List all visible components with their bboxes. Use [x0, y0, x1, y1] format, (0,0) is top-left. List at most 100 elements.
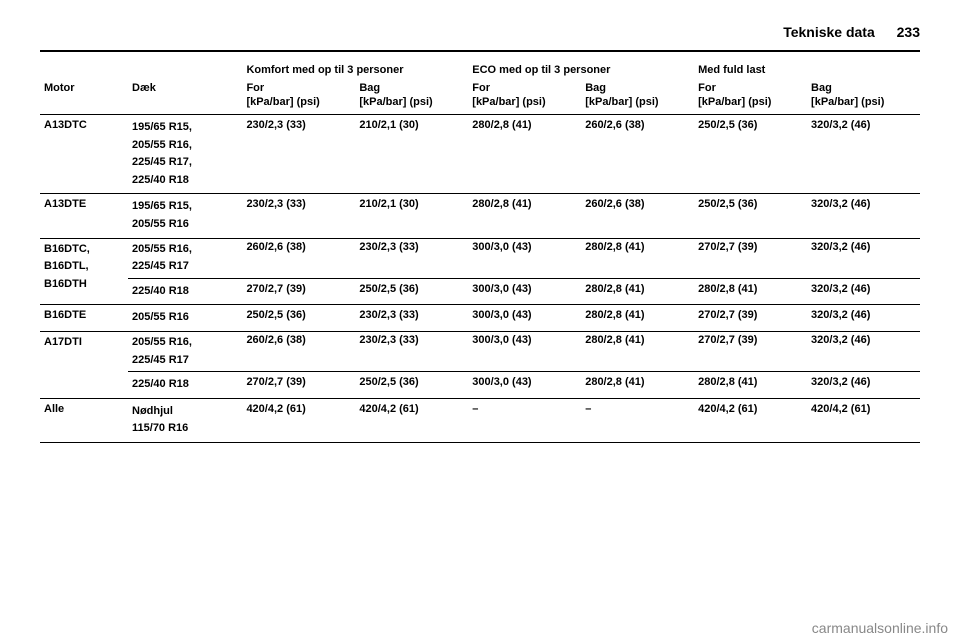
- motor-cell: A13DTC: [40, 115, 128, 194]
- tyre-line: 115/70 R16: [132, 420, 238, 438]
- value-cell: 280/2,8 (41): [581, 372, 694, 399]
- tyre-cell: Nødhjul115/70 R16: [128, 398, 242, 442]
- tyre-cell: 205/55 R16: [128, 305, 242, 332]
- value-cell: 250/2,5 (36): [694, 194, 807, 238]
- value-cell: 230/2,3 (33): [355, 238, 468, 278]
- table-row: A13DTC195/65 R15,205/55 R16,225/45 R17,2…: [40, 115, 920, 194]
- value-cell: 280/2,8 (41): [581, 278, 694, 305]
- value-cell: 280/2,8 (41): [581, 238, 694, 278]
- header-rule: [40, 50, 920, 52]
- table-row: A17DTI205/55 R16,225/45 R17260/2,6 (38)2…: [40, 331, 920, 371]
- tyre-cell: 225/40 R18: [128, 372, 242, 399]
- motor-cell: Alle: [40, 398, 128, 442]
- motor-line: A17DTI: [44, 334, 124, 352]
- value-cell: 420/4,2 (61): [694, 398, 807, 442]
- page-header: Tekniske data 233: [40, 24, 920, 40]
- col-motor: Motor: [40, 78, 128, 96]
- tyre-cell: 205/55 R16,225/45 R17: [128, 331, 242, 371]
- group-header-row: Komfort med op til 3 personer ECO med op…: [40, 58, 920, 78]
- tyre-line: Nødhjul: [132, 403, 238, 421]
- table-row: B16DTC,B16DTL,B16DTH205/55 R16,225/45 R1…: [40, 238, 920, 278]
- group-komfort: Komfort med op til 3 personer: [242, 58, 468, 78]
- table-row: B16DTE205/55 R16250/2,5 (36)230/2,3 (33)…: [40, 305, 920, 332]
- value-cell: 320/3,2 (46): [807, 194, 920, 238]
- value-cell: 320/3,2 (46): [807, 372, 920, 399]
- group-eco: ECO med op til 3 personer: [468, 58, 694, 78]
- value-cell: –: [581, 398, 694, 442]
- motor-cell: B16DTC,B16DTL,B16DTH: [40, 238, 128, 305]
- value-cell: 230/2,3 (33): [355, 305, 468, 332]
- value-cell: 230/2,3 (33): [355, 331, 468, 371]
- value-cell: 270/2,7 (39): [242, 372, 355, 399]
- value-cell: 260/2,6 (38): [242, 331, 355, 371]
- col-for: For: [694, 78, 807, 96]
- col-for: For: [468, 78, 581, 96]
- value-cell: –: [468, 398, 581, 442]
- page-number: 233: [897, 24, 920, 40]
- value-cell: 320/3,2 (46): [807, 278, 920, 305]
- unit: [kPa/bar] (psi): [468, 96, 581, 115]
- table-row: 225/40 R18270/2,7 (39)250/2,5 (36)300/3,…: [40, 278, 920, 305]
- table-row: 225/40 R18270/2,7 (39)250/2,5 (36)300/3,…: [40, 372, 920, 399]
- watermark: carmanualsonline.info: [812, 620, 948, 636]
- tyre-cell: 225/40 R18: [128, 278, 242, 305]
- value-cell: 420/4,2 (61): [807, 398, 920, 442]
- value-cell: 280/2,8 (41): [468, 194, 581, 238]
- unit: [kPa/bar] (psi): [581, 96, 694, 115]
- tyre-line: 205/55 R16,: [132, 241, 238, 259]
- value-cell: 280/2,8 (41): [581, 331, 694, 371]
- pressure-table: Komfort med op til 3 personer ECO med op…: [40, 58, 920, 443]
- value-cell: 320/3,2 (46): [807, 115, 920, 194]
- value-cell: 210/2,1 (30): [355, 194, 468, 238]
- value-cell: 300/3,0 (43): [468, 278, 581, 305]
- col-daek: Dæk: [128, 78, 242, 96]
- value-cell: 270/2,7 (39): [694, 238, 807, 278]
- tyre-cell: 195/65 R15,205/55 R16: [128, 194, 242, 238]
- column-header-row: Motor Dæk For Bag For Bag For Bag: [40, 78, 920, 96]
- value-cell: 210/2,1 (30): [355, 115, 468, 194]
- value-cell: 420/4,2 (61): [355, 398, 468, 442]
- motor-cell: B16DTE: [40, 305, 128, 332]
- tyre-line: 195/65 R15,: [132, 198, 238, 216]
- tyre-cell: 195/65 R15,205/55 R16,225/45 R17,225/40 …: [128, 115, 242, 194]
- section-title: Tekniske data: [783, 24, 875, 40]
- value-cell: 250/2,5 (36): [694, 115, 807, 194]
- unit: [kPa/bar] (psi): [242, 96, 355, 115]
- value-cell: 250/2,5 (36): [355, 278, 468, 305]
- value-cell: 300/3,0 (43): [468, 305, 581, 332]
- value-cell: 320/3,2 (46): [807, 305, 920, 332]
- tyre-cell: 205/55 R16,225/45 R17: [128, 238, 242, 278]
- motor-line: B16DTH: [44, 276, 124, 294]
- tyre-line: 225/45 R17: [132, 352, 238, 370]
- value-cell: 300/3,0 (43): [468, 238, 581, 278]
- value-cell: 260/2,6 (38): [581, 115, 694, 194]
- table-row: A13DTE195/65 R15,205/55 R16230/2,3 (33)2…: [40, 194, 920, 238]
- value-cell: 320/3,2 (46): [807, 238, 920, 278]
- col-for: For: [242, 78, 355, 96]
- value-cell: 270/2,7 (39): [694, 305, 807, 332]
- value-cell: 230/2,3 (33): [242, 194, 355, 238]
- unit: [kPa/bar] (psi): [807, 96, 920, 115]
- col-bag: Bag: [807, 78, 920, 96]
- value-cell: 230/2,3 (33): [242, 115, 355, 194]
- tyre-line: 205/55 R16: [132, 309, 238, 327]
- tyre-line: 225/45 R17: [132, 258, 238, 276]
- value-cell: 320/3,2 (46): [807, 331, 920, 371]
- value-cell: 260/2,6 (38): [581, 194, 694, 238]
- unit: [kPa/bar] (psi): [694, 96, 807, 115]
- value-cell: 420/4,2 (61): [242, 398, 355, 442]
- tyre-line: 225/45 R17,: [132, 154, 238, 172]
- tyre-line: 225/40 R18: [132, 376, 238, 394]
- value-cell: 260/2,6 (38): [242, 238, 355, 278]
- motor-cell: A13DTE: [40, 194, 128, 238]
- tyre-line: 205/55 R16,: [132, 334, 238, 352]
- tyre-line: 225/40 R18: [132, 283, 238, 301]
- motor-line: B16DTL,: [44, 258, 124, 276]
- col-bag: Bag: [355, 78, 468, 96]
- value-cell: 280/2,8 (41): [581, 305, 694, 332]
- col-bag: Bag: [581, 78, 694, 96]
- tyre-line: 195/65 R15,: [132, 119, 238, 137]
- tyre-line: 225/40 R18: [132, 172, 238, 190]
- unit: [kPa/bar] (psi): [355, 96, 468, 115]
- motor-line: B16DTC,: [44, 241, 124, 259]
